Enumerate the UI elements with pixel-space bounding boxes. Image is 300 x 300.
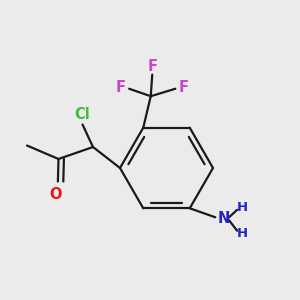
- Text: H: H: [237, 201, 248, 214]
- Text: Cl: Cl: [74, 107, 90, 122]
- Text: F: F: [116, 80, 126, 95]
- Text: O: O: [49, 187, 62, 202]
- Text: F: F: [179, 80, 189, 95]
- Text: H: H: [237, 227, 248, 240]
- Text: F: F: [148, 59, 158, 74]
- Text: N: N: [218, 211, 230, 226]
